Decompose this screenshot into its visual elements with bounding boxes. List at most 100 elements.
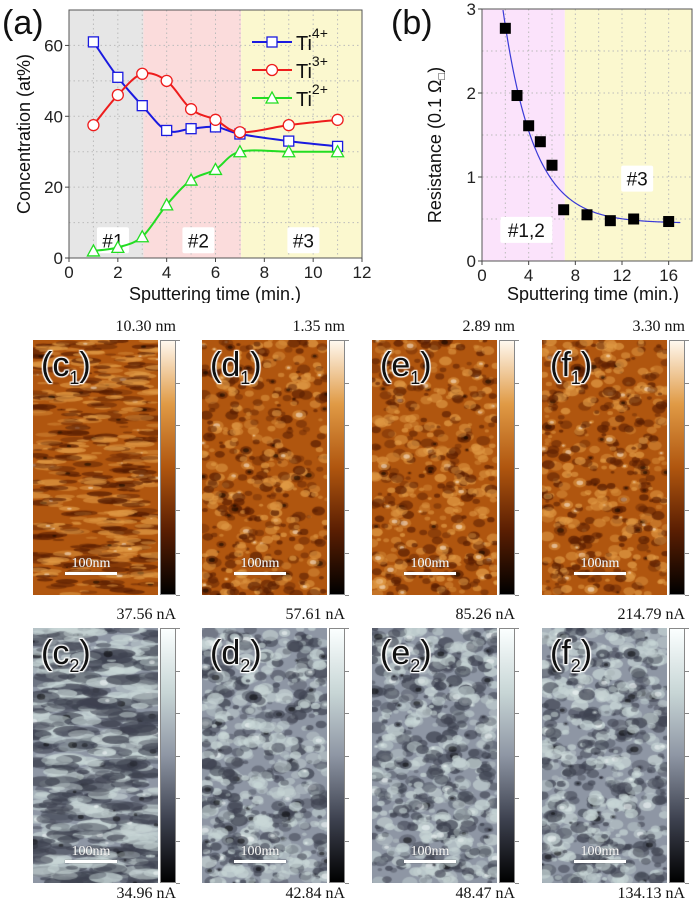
marker-triangle xyxy=(264,90,280,104)
colorbar-min-label: 34.96 nA xyxy=(116,885,176,902)
scale-bar-label: 100nm xyxy=(240,556,280,571)
marker-circle xyxy=(233,126,247,139)
panel-subscript: 1 xyxy=(69,367,80,388)
data-point xyxy=(534,136,546,148)
marker-triangle xyxy=(232,144,248,158)
panel-label: (d1) xyxy=(210,346,262,389)
scale-bar-label: 100nm xyxy=(240,844,280,859)
panel-subscript: 1 xyxy=(570,367,581,388)
y-axis-label: Resistance (0.1 Ω□) xyxy=(425,67,448,223)
colorbar-tick xyxy=(515,425,519,426)
data-point xyxy=(546,159,558,171)
y-tick-label: 0 xyxy=(54,249,63,268)
colorbar-tick xyxy=(345,628,349,629)
scale-bar: 100nm xyxy=(65,556,117,575)
data-point xyxy=(663,216,675,228)
colorbar-tick xyxy=(345,670,349,672)
scale-bar-line xyxy=(574,572,626,575)
colorbar-tick xyxy=(685,755,689,757)
scale-bar-line xyxy=(234,572,286,575)
scale-bar-line xyxy=(404,860,456,863)
marker-triangle xyxy=(330,144,345,158)
scale-bar-line xyxy=(234,860,286,863)
scale-bar-line xyxy=(65,860,117,863)
x-tick-label: 0 xyxy=(64,263,73,282)
marker-triangle xyxy=(135,229,150,243)
panel-label: (e1) xyxy=(380,346,432,389)
colorbar-tick xyxy=(176,467,180,469)
scale-bar-label: 100nm xyxy=(410,556,450,571)
panel-paren: ) xyxy=(79,634,91,672)
legend-superscript: 4+ xyxy=(312,25,328,41)
marker-square xyxy=(136,100,148,112)
colorbar-tick xyxy=(515,840,519,842)
scale-bar-label: 100nm xyxy=(410,844,450,859)
colorbar-tick xyxy=(685,670,689,672)
panel-paren: ) xyxy=(420,634,432,672)
marker-circle xyxy=(265,63,279,77)
x-tick-label: 12 xyxy=(353,263,372,282)
panel-label: (c1) xyxy=(41,346,91,389)
y-axis-label-close: ) xyxy=(425,67,445,73)
y-axis-label: Concentration (at%) xyxy=(14,54,34,214)
x-tick-label: 4 xyxy=(524,266,533,285)
colorbar-max-label: 2.89 nm xyxy=(462,318,515,335)
colorbar-min-label: 42.84 nA xyxy=(285,885,345,902)
x-tick-label: 0 xyxy=(477,266,486,285)
colorbar-tick xyxy=(685,798,689,799)
data-point xyxy=(511,90,523,102)
colorbar xyxy=(160,628,176,883)
scale-bar: 100nm xyxy=(234,844,286,863)
colorbar xyxy=(329,628,345,883)
panel-letter: (c xyxy=(41,634,70,672)
x-tick-label: 12 xyxy=(613,266,632,285)
afm-scan: (d2) 100nm xyxy=(202,628,327,883)
colorbar-tick xyxy=(515,755,519,757)
colorbar-tick xyxy=(176,670,180,672)
y-tick-label: 3 xyxy=(467,0,476,19)
data-point xyxy=(628,213,640,225)
colorbar-tick xyxy=(515,595,519,596)
region-label-box xyxy=(182,227,215,254)
afm-scan: (e1) 100nm xyxy=(372,340,497,595)
afm-scan-texture xyxy=(202,340,327,595)
data-point xyxy=(523,120,535,132)
colorbar-tick xyxy=(345,425,349,426)
colorbar-tick xyxy=(685,510,689,511)
marker-triangle xyxy=(159,197,174,211)
legend-superscript: 3+ xyxy=(312,53,328,69)
afm-scan-texture xyxy=(542,628,667,883)
y-tick-label: 0 xyxy=(467,252,476,271)
colorbar-tick xyxy=(515,467,519,469)
colorbar-tick xyxy=(685,713,689,714)
y-tick-label: 2 xyxy=(467,84,476,103)
marker-circle xyxy=(111,88,124,102)
colorbar-tick xyxy=(345,382,349,384)
marker-square xyxy=(161,124,173,137)
scale-bar-line xyxy=(65,572,117,575)
marker-triangle xyxy=(110,240,125,254)
afm-scan: (f2) 100nm xyxy=(542,628,667,883)
panel-label: (e2) xyxy=(380,634,432,677)
colorbar-tick xyxy=(685,883,689,884)
colorbar xyxy=(669,340,685,595)
colorbar-max-label: 3.30 nm xyxy=(632,318,685,335)
colorbar xyxy=(499,628,515,883)
panel-paren: ) xyxy=(250,346,262,384)
colorbar-tick xyxy=(176,755,180,757)
colorbar xyxy=(160,340,176,595)
afm-scan: (c2) 100nm xyxy=(33,628,158,883)
scale-bar-label: 100nm xyxy=(580,556,620,571)
colorbar xyxy=(499,340,515,595)
colorbar-tick xyxy=(176,713,180,714)
panel-label: (b) xyxy=(391,4,433,42)
x-tick-label: 16 xyxy=(659,266,678,285)
colorbar-tick xyxy=(345,552,349,554)
colorbar-tick xyxy=(345,883,349,884)
panel-subscript: 2 xyxy=(69,655,80,676)
colorbar-tick xyxy=(176,510,180,511)
afm-scan-texture xyxy=(542,340,667,595)
panel-letter: (c xyxy=(41,346,70,384)
colorbar-tick xyxy=(176,840,180,842)
colorbar-tick xyxy=(176,382,180,384)
